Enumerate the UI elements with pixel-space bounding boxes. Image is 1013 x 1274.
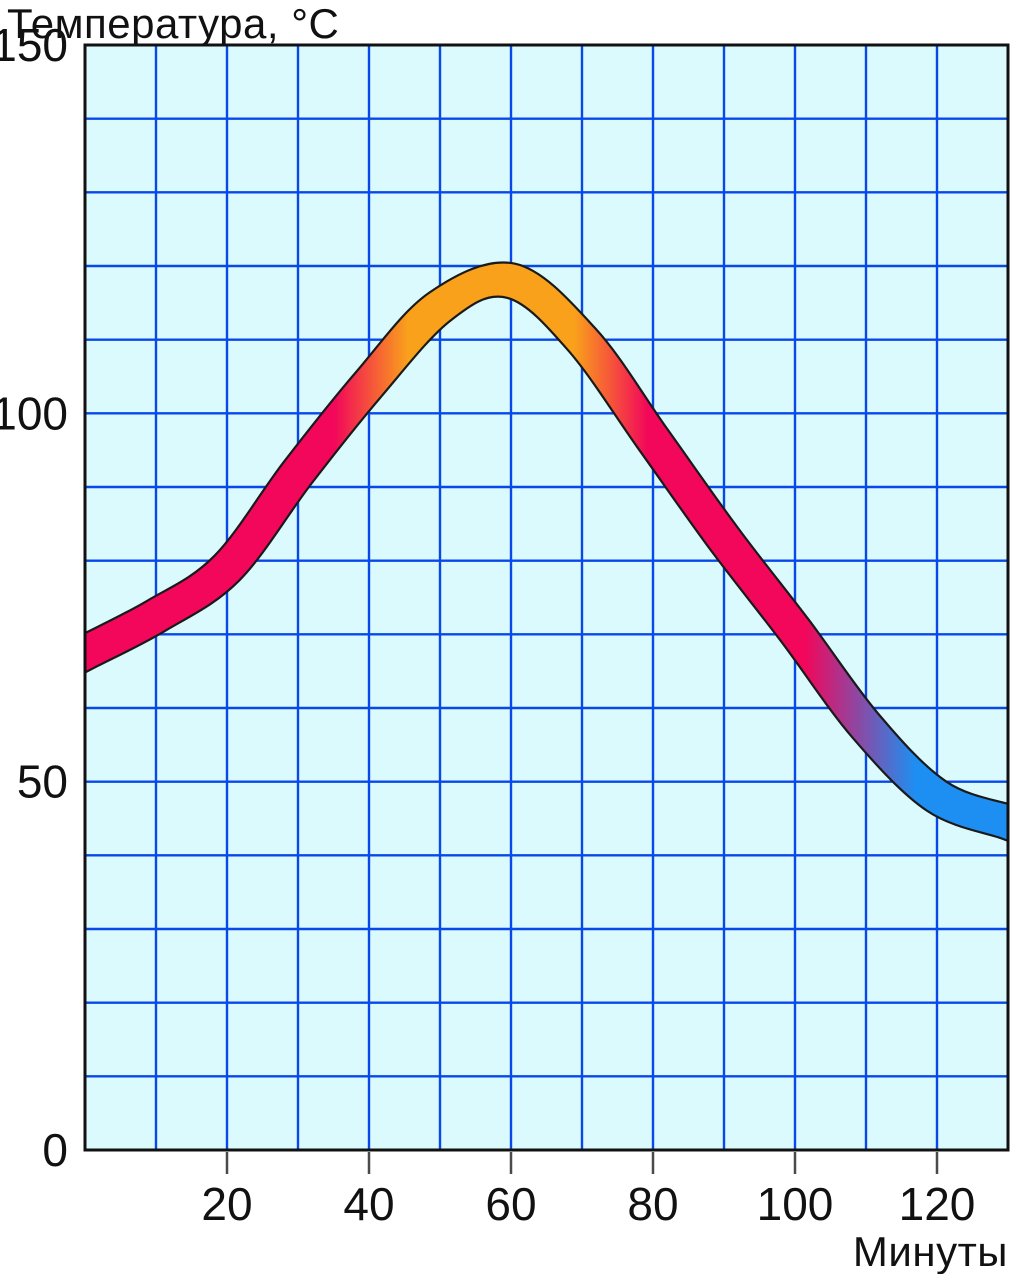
x-tick-label: 60 <box>485 1178 536 1230</box>
x-tick-label: 120 <box>899 1178 976 1230</box>
y-tick-label: 150 <box>0 19 68 71</box>
x-tick-label: 20 <box>201 1178 252 1230</box>
y-tick-label: 0 <box>42 1124 68 1176</box>
y-tick-label: 50 <box>17 756 68 808</box>
plot-border <box>83 43 1010 1152</box>
plot-background <box>85 45 1008 1150</box>
temperature-band <box>85 261 1008 843</box>
x-tick-label: 100 <box>757 1178 834 1230</box>
y-tick-label: 100 <box>0 387 68 439</box>
y-axis-title: Температура, °C <box>7 0 340 47</box>
x-tick-label: 80 <box>627 1178 678 1230</box>
x-tick-label: 40 <box>343 1178 394 1230</box>
x-axis-title: Минуты <box>852 1228 1008 1274</box>
